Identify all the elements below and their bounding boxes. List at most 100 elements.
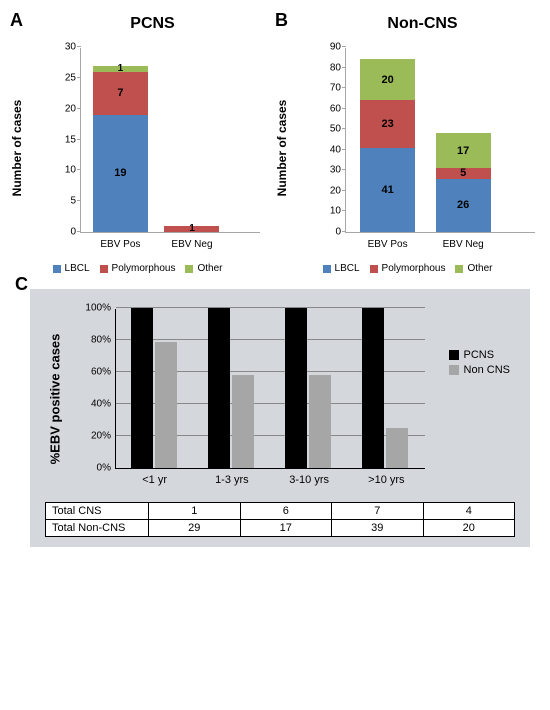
- legend-item: Polymorphous: [370, 263, 446, 274]
- cell: 6: [240, 503, 332, 520]
- cell: 39: [332, 520, 424, 537]
- legend-item: Other: [185, 263, 222, 274]
- legend-swatch: [53, 265, 61, 273]
- y-tick: 40: [321, 144, 341, 155]
- panel-a-ylabel: Number of cases: [10, 100, 24, 197]
- bar: [131, 308, 153, 468]
- bar: [208, 308, 230, 468]
- panel-c: C %EBV positive cases PCNSNon CNS 0%20%4…: [30, 289, 530, 547]
- legend-label: Polymorphous: [112, 263, 176, 274]
- y-tick: 20%: [81, 431, 111, 442]
- panel-a-legend: LBCL Polymorphous Other: [10, 263, 265, 274]
- legend-swatch: [370, 265, 378, 273]
- panel-b-chart: Number of cases 010203040506070809020234…: [320, 38, 540, 258]
- bar-group: [285, 308, 331, 468]
- y-tick: 0%: [81, 463, 111, 474]
- y-tick: 70: [321, 83, 341, 94]
- bar-segment: 1: [164, 226, 219, 232]
- panel-b-ylabel: Number of cases: [275, 100, 289, 197]
- cell: 1: [149, 503, 241, 520]
- bar-segment: 17: [436, 133, 491, 168]
- x-tick-label: EBV Neg: [443, 239, 484, 250]
- bar: [386, 428, 408, 468]
- panel-c-label: C: [15, 274, 28, 295]
- panel-b: B Non-CNS Number of cases 01020304050607…: [275, 10, 540, 274]
- legend-label: LBCL: [335, 263, 360, 274]
- panel-a-label: A: [10, 10, 23, 31]
- stacked-bar: 17526: [436, 133, 491, 232]
- y-tick: 15: [56, 134, 76, 145]
- table-row: Total CNS1674: [46, 503, 515, 520]
- stacked-bar: 1: [164, 226, 219, 232]
- y-tick: 25: [56, 72, 76, 83]
- legend-item: PCNS: [449, 349, 510, 361]
- bar-group: [131, 308, 177, 468]
- legend-label: LBCL: [65, 263, 90, 274]
- cell: 29: [149, 520, 241, 537]
- y-tick: 5: [56, 196, 76, 207]
- y-tick: 60%: [81, 367, 111, 378]
- y-tick: 20: [321, 185, 341, 196]
- panel-b-title: Non-CNS: [305, 15, 540, 33]
- bar-segment: 41: [360, 148, 415, 232]
- bar: [309, 375, 331, 468]
- stacked-bar: 202341: [360, 59, 415, 232]
- x-tick-label: EBV Neg: [171, 239, 212, 250]
- y-tick: 90: [321, 42, 341, 53]
- panel-b-plot: 0102030405060708090202341EBV Pos17526EBV…: [345, 48, 535, 233]
- y-tick: 80: [321, 62, 341, 73]
- x-tick-label: EBV Pos: [368, 239, 408, 250]
- x-tick-label: EBV Pos: [100, 239, 140, 250]
- legend-item: Non CNS: [449, 364, 510, 376]
- panel-a-title: PCNS: [40, 15, 265, 33]
- y-tick: 20: [56, 103, 76, 114]
- y-tick: 10: [321, 206, 341, 217]
- y-tick: 50: [321, 124, 341, 135]
- y-tick: 100%: [81, 303, 111, 314]
- legend-swatch: [323, 265, 331, 273]
- legend-swatch: [100, 265, 108, 273]
- row-label: Total CNS: [46, 503, 149, 520]
- panel-c-legend: PCNS Non CNS: [449, 349, 510, 379]
- y-tick: 80%: [81, 335, 111, 346]
- bar: [232, 375, 254, 468]
- legend-label: Non CNS: [464, 364, 510, 376]
- x-tick-label: >10 yrs: [368, 474, 404, 486]
- legend-swatch: [449, 350, 459, 360]
- bar-segment: 26: [436, 179, 491, 232]
- legend-label: PCNS: [464, 349, 495, 361]
- y-tick: 60: [321, 103, 341, 114]
- panel-c-table: Total CNS1674Total Non-CNS29173920: [45, 502, 515, 537]
- bar: [155, 342, 177, 468]
- legend-label: Other: [467, 263, 492, 274]
- bar-group: [208, 308, 254, 468]
- row-label: Total Non-CNS: [46, 520, 149, 537]
- x-tick-label: 1-3 yrs: [215, 474, 249, 486]
- y-tick: 40%: [81, 399, 111, 410]
- y-tick: 30: [56, 42, 76, 53]
- bar: [285, 308, 307, 468]
- bar-segment: 20: [360, 59, 415, 100]
- x-tick-label: <1 yr: [142, 474, 167, 486]
- y-tick: 10: [56, 165, 76, 176]
- legend-swatch: [455, 265, 463, 273]
- legend-label: Other: [197, 263, 222, 274]
- panel-a-chart: Number of cases 0510152025301719EBV Pos1…: [55, 38, 265, 258]
- panel-c-chart: %EBV positive cases PCNSNon CNS 0%20%40%…: [90, 304, 425, 494]
- legend-item: LBCL: [53, 263, 90, 274]
- cell: 20: [423, 520, 515, 537]
- y-tick: 0: [321, 227, 341, 238]
- bar-segment: 23: [360, 100, 415, 147]
- legend-swatch: [449, 365, 459, 375]
- bar-segment: 7: [93, 72, 148, 115]
- legend-item: LBCL: [323, 263, 360, 274]
- table-row: Total Non-CNS29173920: [46, 520, 515, 537]
- cell: 17: [240, 520, 332, 537]
- legend-item: Polymorphous: [100, 263, 176, 274]
- panel-c-ylabel: %EBV positive cases: [48, 334, 63, 465]
- y-tick: 0: [56, 227, 76, 238]
- stacked-bar: 1719: [93, 66, 148, 232]
- panel-b-label: B: [275, 10, 288, 31]
- panel-c-plot: PCNSNon CNS 0%20%40%60%80%100%<1 yr1-3 y…: [115, 309, 425, 469]
- y-tick: 30: [321, 165, 341, 176]
